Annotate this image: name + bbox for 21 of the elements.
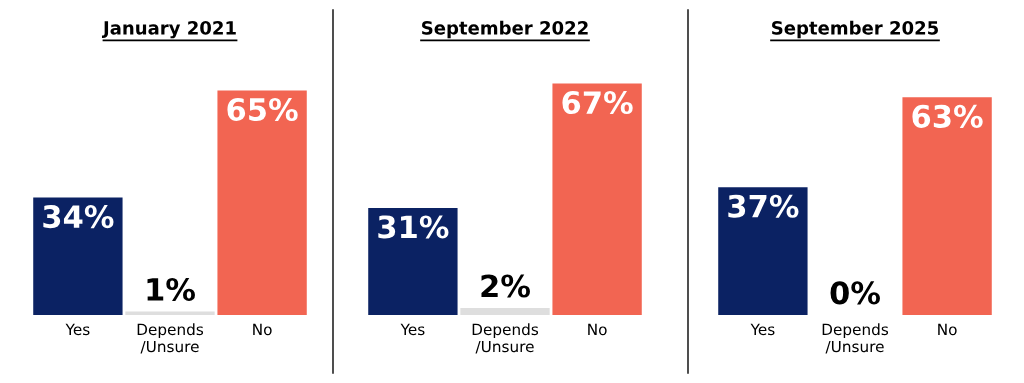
data-label: 65%	[227, 97, 298, 122]
chart-title: January 2021	[101, 21, 236, 39]
x-tick-label: Depends /Unsure	[472, 323, 539, 354]
x-tick-label: No	[253, 323, 272, 336]
x-tick-label: Yes	[400, 323, 425, 336]
x-tick-label: Yes	[65, 323, 90, 336]
data-label: 37%	[728, 194, 799, 218]
x-tick-label: Depends /Unsure	[137, 323, 204, 354]
chart-title: September 2025	[772, 20, 938, 39]
data-label: 31%	[378, 215, 449, 239]
x-tick-label: Yes	[750, 323, 775, 336]
data-label: 63%	[912, 104, 983, 128]
data-label: 2%	[481, 274, 530, 298]
chart-title: September 2022	[422, 20, 588, 39]
x-tick-label: No	[588, 323, 607, 336]
x-tick-label: No	[938, 323, 957, 336]
x-tick-label: Depends /Unsure	[822, 323, 889, 354]
data-label: 1%	[147, 277, 195, 301]
data-label: 34%	[43, 205, 114, 229]
data-label: 67%	[562, 91, 633, 115]
data-label: 0%	[830, 281, 880, 305]
